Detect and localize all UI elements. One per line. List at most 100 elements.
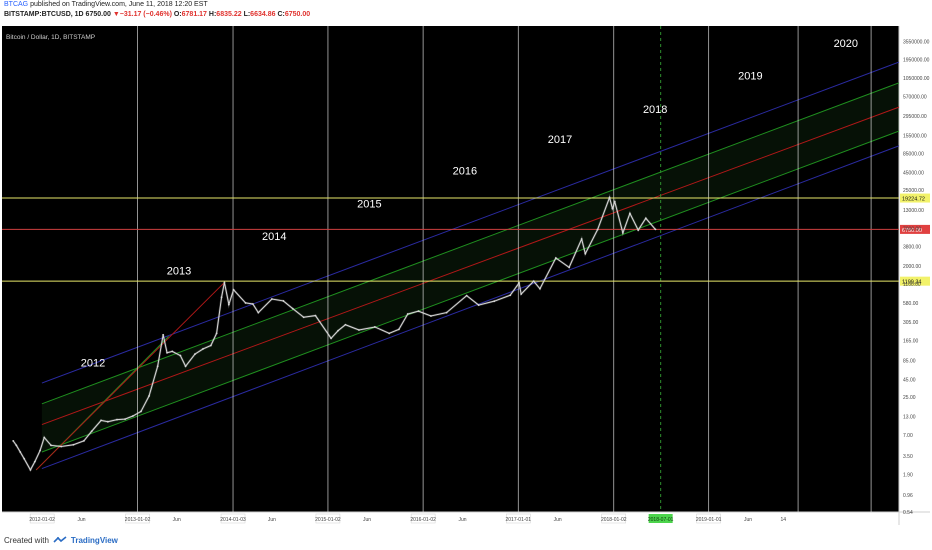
x-tick-label: Jun	[744, 517, 752, 523]
price-point	[518, 282, 520, 284]
ohlc-bar: BITSTAMP:BTCUSD, 1D 6750.00 ▼−31.17 (−0.…	[4, 11, 310, 18]
price-point	[82, 439, 85, 442]
y-tick-label: 13000.00	[903, 208, 924, 214]
publish-info: BTCAG published on TradingView.com, June…	[4, 1, 208, 8]
x-tick-label: 2012-01-02	[29, 517, 55, 523]
level-label: 6750.00	[902, 228, 922, 234]
high-value: 6835.22	[216, 11, 242, 18]
price-point	[162, 333, 165, 336]
x-tick-box	[601, 513, 626, 524]
price-point	[227, 303, 230, 306]
year-label: 2017	[548, 134, 572, 146]
price-point	[611, 207, 614, 210]
price-point	[291, 307, 294, 310]
y-tick-label: 7.00	[903, 433, 913, 439]
level-label: 19224.72	[902, 197, 925, 203]
x-tick-box	[696, 513, 721, 524]
open-value: 6781.17	[181, 11, 207, 18]
price-point	[15, 444, 18, 447]
author-link[interactable]: BTCAG	[4, 1, 29, 8]
symbol-label: BITSTAMP:BTCUSD, 1D	[4, 11, 84, 18]
channel-line-blue	[41, 61, 900, 384]
price-point	[302, 316, 305, 319]
price-point	[116, 418, 118, 421]
price-line	[12, 195, 656, 471]
y-tick-label: 25.00	[903, 395, 916, 401]
price-point	[257, 311, 260, 314]
price-point	[584, 252, 587, 255]
low-label: L:	[243, 11, 251, 18]
plot-area	[2, 26, 899, 512]
price-point	[621, 232, 624, 234]
x-tick-label: 14	[780, 517, 786, 523]
y-tick-label: 7000.00	[903, 226, 921, 232]
x-tick-label: Jun	[268, 517, 276, 523]
level-badge	[900, 193, 930, 203]
x-tick-box	[506, 513, 531, 524]
high-label: H:	[208, 11, 217, 18]
low-value: 6634.86	[250, 11, 276, 18]
price-point	[19, 451, 22, 453]
price-point	[629, 212, 631, 215]
y-tick-label: 13.00	[903, 415, 916, 421]
close-label: C:	[277, 11, 285, 18]
price-point	[232, 288, 235, 291]
x-tick-box	[220, 513, 246, 524]
price-point	[60, 445, 63, 448]
price-point	[580, 238, 583, 240]
price-point	[373, 326, 376, 328]
price-point	[251, 303, 254, 305]
x-tick-label: 2019-01-01	[696, 517, 722, 523]
y-tick-label: 85.00	[903, 358, 916, 364]
y-tick-label: 1100.00	[903, 282, 921, 288]
y-tick-label: 295000.00	[903, 114, 927, 120]
channel-line-green	[41, 82, 900, 405]
price-point	[493, 300, 496, 303]
y-tick-label: 3800.00	[903, 245, 921, 251]
publish-text: published on TradingView.com, June 11, 2…	[30, 1, 208, 8]
price-point	[171, 350, 174, 353]
price-point	[23, 457, 26, 460]
price-point	[244, 302, 247, 304]
x-tick-box	[315, 513, 341, 524]
y-tick-label: 25000.00	[903, 188, 924, 194]
x-tick-label: 2015-01-02	[315, 517, 341, 523]
x-tick-label: Jun	[363, 517, 371, 523]
price-point	[465, 294, 468, 297]
channel-fill	[41, 82, 900, 453]
price-axis[interactable]	[899, 26, 930, 512]
x-tick-label: 2017-01-01	[506, 517, 532, 523]
x-tick-box	[125, 513, 150, 524]
year-label: 2019	[738, 71, 762, 83]
price-point	[131, 415, 134, 417]
year-label: 2013	[167, 265, 191, 277]
price-point	[29, 469, 32, 471]
price-point	[539, 287, 541, 290]
price-point	[388, 332, 391, 335]
footer-brand[interactable]: TradingView	[70, 536, 118, 545]
year-label: 2015	[357, 199, 381, 211]
price-point	[33, 460, 36, 463]
level-badge	[900, 224, 930, 234]
y-tick-label: 2000.00	[903, 264, 921, 270]
price-point	[520, 293, 523, 295]
footer-created: Created with	[4, 536, 49, 545]
fan-line-red	[35, 282, 225, 471]
price-point	[397, 328, 400, 331]
price-point	[12, 439, 15, 442]
price-point	[637, 229, 640, 231]
chart-legend: Bitcoin / Dollar, 1D, BITSTAMP	[6, 34, 95, 41]
channel-line-blue	[41, 145, 900, 470]
y-tick-label: 570000.00	[903, 95, 927, 101]
y-tick-label: 3.50	[903, 454, 913, 460]
x-tick-label: 2016-01-02	[410, 517, 436, 523]
year-label: 2020	[834, 38, 858, 50]
y-tick-label: 1050000.00	[903, 76, 930, 82]
y-tick-label: 580.00	[903, 301, 919, 307]
price-point	[330, 337, 332, 340]
x-tick-label: 2018-07-01	[648, 517, 674, 523]
price-point	[509, 294, 512, 297]
price-point	[613, 200, 616, 203]
